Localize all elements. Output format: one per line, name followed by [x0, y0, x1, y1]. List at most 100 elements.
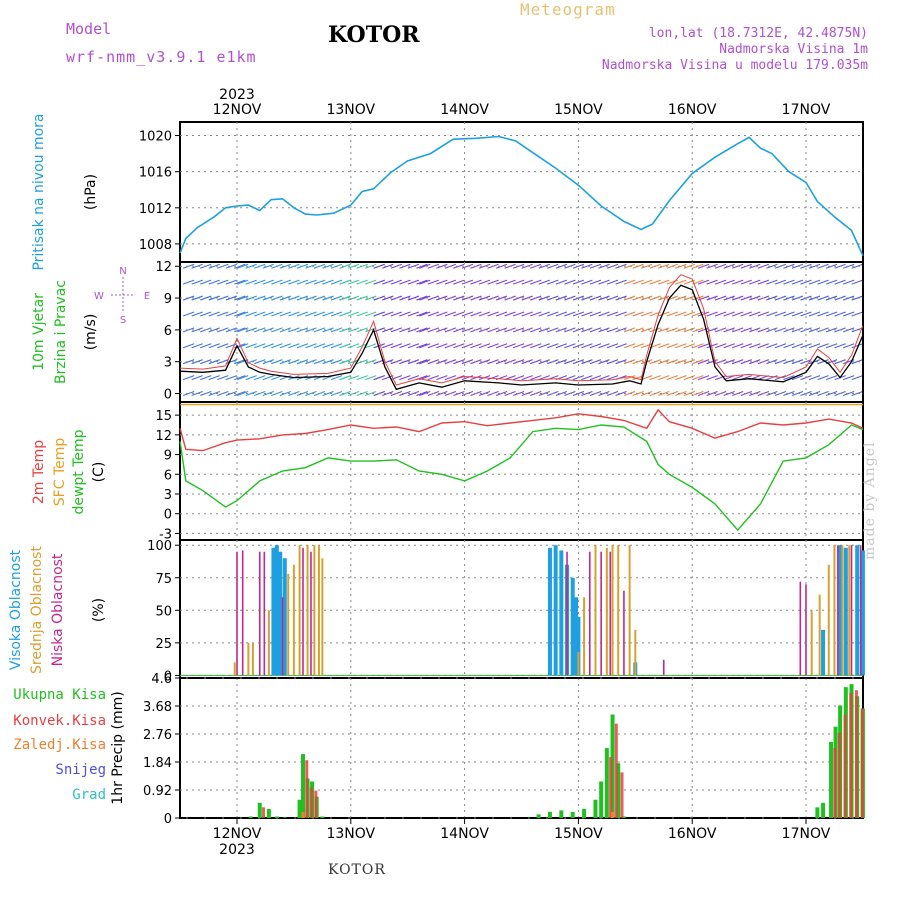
wind-barb [572, 263, 585, 269]
wind-barb [254, 343, 266, 349]
cloud-high-bar [574, 597, 579, 676]
precip-legend-item: Konvek.Kisa [13, 713, 106, 729]
wind-barb [842, 279, 855, 285]
wind-barb [390, 311, 403, 317]
wind-barb [564, 327, 576, 333]
precip-total-bar [582, 808, 587, 818]
wind-barb [512, 327, 525, 333]
y-tick-label: 9 [164, 292, 172, 307]
precip-convective-bar [833, 748, 837, 818]
wind-barb [237, 311, 249, 317]
wind-barb [640, 390, 653, 397]
wind-barb [208, 295, 220, 301]
wind-barb [723, 295, 735, 301]
wind-barb [382, 311, 394, 317]
wind-barb [783, 311, 795, 317]
wind-barb [330, 375, 343, 381]
wind-barb [217, 375, 229, 381]
wind-barb [649, 375, 661, 381]
wind-barb [623, 359, 636, 365]
cloud-low-bar [837, 545, 839, 676]
wind-barb [834, 311, 846, 317]
cloud-high-bar [838, 545, 843, 676]
wind-axis-subtitle: Brzina i Pravac [53, 280, 69, 384]
wind-barb [419, 311, 431, 317]
wind-barb [706, 311, 718, 317]
wind-barb [749, 390, 761, 397]
wind-barb [245, 390, 257, 397]
cloud-mid-bar [611, 545, 614, 676]
wind-barb [683, 295, 696, 301]
wind-barb [791, 359, 804, 365]
wind-barb [305, 327, 317, 333]
wind-barb [740, 311, 752, 317]
wind-barb [555, 263, 568, 269]
wind-barb [407, 295, 420, 301]
wind-barb [581, 375, 593, 381]
wind-barb [817, 311, 829, 317]
wind-barb [615, 390, 627, 397]
wind-barb [623, 279, 636, 285]
wind-barb [675, 390, 687, 397]
wind-barb [581, 295, 593, 301]
precip-total-bar [547, 811, 552, 818]
precip-total-bar [248, 816, 253, 818]
wind-barb [245, 327, 257, 333]
wind-barb [606, 279, 619, 285]
wind-barb [382, 327, 394, 333]
cloud-high-bar [843, 547, 848, 676]
wind-barb [419, 295, 431, 301]
wind-barb [683, 375, 696, 381]
cloud-high-bar [855, 545, 860, 676]
wind-barb [191, 359, 203, 365]
precip-convective-bar [860, 708, 864, 818]
wind-barb [495, 279, 508, 285]
y-tick-label: 9 [164, 449, 172, 464]
wind-barb [339, 390, 351, 397]
precip-total-bar [301, 754, 306, 818]
cloud-high-bar [576, 616, 581, 676]
wind-barb [649, 279, 661, 285]
wind-barb [521, 263, 533, 269]
wind-barb [817, 343, 829, 349]
wind-barb [373, 375, 385, 381]
wind-barb [322, 295, 334, 301]
wind-barb [416, 279, 428, 285]
wind-barb [766, 343, 778, 349]
wind-axis-title: 10m Vjetar [31, 293, 47, 371]
wind-barb [225, 279, 237, 285]
wind-barb [842, 295, 855, 301]
wind-barb [382, 263, 394, 269]
wind-barb [675, 343, 687, 349]
y-tick-label: 12 [155, 429, 172, 444]
wind-barb [783, 279, 795, 285]
wind-barb [416, 311, 428, 317]
wind-barb [245, 279, 257, 285]
wind-barb [262, 359, 274, 365]
wind-barb [598, 279, 610, 285]
wind-barb [783, 263, 795, 269]
wind-barb [675, 359, 687, 365]
wind-barb [279, 359, 292, 365]
wind-barb [182, 359, 195, 365]
wind-barb [419, 327, 431, 333]
wind-barb [564, 375, 576, 381]
wind-barb [851, 263, 863, 269]
wind-barb [538, 327, 550, 333]
wind-barb [399, 343, 411, 349]
wind-barb [288, 327, 300, 333]
wind-barb [453, 327, 465, 333]
panel-frame [179, 677, 864, 819]
cloud-mid-bar [628, 545, 631, 676]
wind-barb [279, 263, 292, 269]
wind-barb [407, 327, 420, 333]
wind-barb [504, 279, 516, 285]
wind-barb [766, 279, 778, 285]
wind-barb [521, 295, 533, 301]
wind-barb [842, 311, 855, 317]
wind-barb [675, 327, 687, 333]
wind-barb [191, 279, 203, 285]
wind-barb [382, 390, 394, 397]
wind-barb [658, 279, 670, 285]
wind-barb [208, 327, 220, 333]
